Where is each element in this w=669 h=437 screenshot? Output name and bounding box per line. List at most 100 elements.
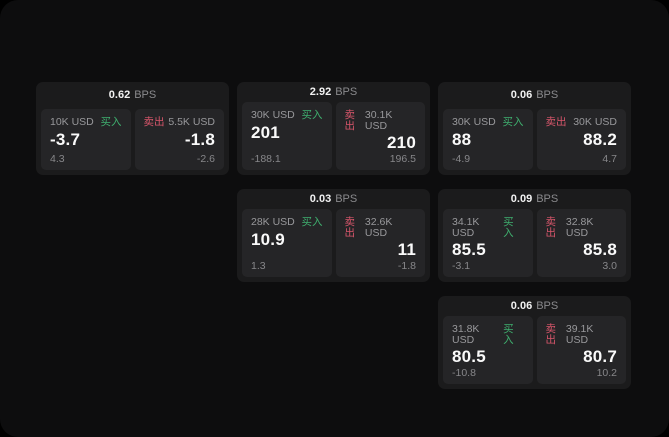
buy-amount: 10K USD <box>50 116 94 128</box>
buy-tag: 买入 <box>503 216 514 239</box>
bps-unit-label: BPS <box>536 89 559 101</box>
sell-panel-top: 卖出 5.5K USD <box>144 117 216 128</box>
buy-amount: 30K USD <box>251 109 295 122</box>
sell-price: 88.2 <box>583 129 617 149</box>
card-body: 30K USD 买入 88 -4.9 卖出 30K USD 88.2 4.7 <box>438 106 631 175</box>
buy-price: 201 <box>251 122 280 142</box>
sell-panel-top: 卖出 30K USD <box>546 117 618 128</box>
sell-quote-panel[interactable]: 卖出 39.1K USD 80.7 10.2 <box>536 316 626 384</box>
sell-panel-top: 卖出 32.8K USD <box>546 217 618 238</box>
sell-price: -1.8 <box>184 129 215 149</box>
bps-value: 0.06 <box>510 89 533 101</box>
sell-delta: -1.8 <box>397 259 416 272</box>
buy-price: 80.5 <box>452 347 486 367</box>
quote-card: 0.06 BPS 30K USD 买入 88 -4.9 卖出 30K USD 8… <box>438 82 631 175</box>
card-header: 0.06 BPS <box>438 296 631 313</box>
bps-unit-label: BPS <box>536 192 559 205</box>
card-body: 28K USD 买入 10.9 1.3 卖出 32.6K USD 11 -1.8 <box>237 206 430 282</box>
sell-delta: 3.0 <box>602 259 617 272</box>
bps-value: 0.06 <box>510 299 533 312</box>
card-header: 0.62 BPS <box>36 82 229 106</box>
card-body: 31.8K USD 买入 80.5 -10.8 卖出 39.1K USD 80.… <box>438 313 631 389</box>
quote-card: 0.09 BPS 34.1K USD 买入 85.5 -3.1 卖出 32.8K… <box>438 189 631 282</box>
sell-tag: 卖出 <box>545 116 567 128</box>
buy-quote-panel[interactable]: 30K USD 买入 201 -188.1 <box>242 102 332 170</box>
buy-delta: -4.9 <box>452 152 471 165</box>
buy-delta: 1.3 <box>251 259 266 272</box>
sell-delta: 196.5 <box>389 152 416 165</box>
bps-unit-label: BPS <box>335 192 358 205</box>
buy-quote-panel[interactable]: 34.1K USD 买入 85.5 -3.1 <box>443 209 533 277</box>
buy-panel-top: 30K USD 买入 <box>452 117 524 128</box>
sell-quote-panel[interactable]: 卖出 5.5K USD -1.8 -2.6 <box>134 109 224 170</box>
sell-quote-panel[interactable]: 卖出 30K USD 88.2 4.7 <box>536 109 626 170</box>
card-header: 2.92 BPS <box>237 82 430 99</box>
buy-tag: 买入 <box>301 109 323 122</box>
bps-unit-label: BPS <box>536 299 559 312</box>
bps-value: 2.92 <box>309 85 332 98</box>
buy-delta: -188.1 <box>251 152 281 165</box>
sell-delta: 10.2 <box>596 366 617 379</box>
bps-unit-label: BPS <box>134 89 157 101</box>
buy-delta: 4.3 <box>50 152 65 165</box>
sell-tag: 卖出 <box>545 216 557 239</box>
buy-price: 85.5 <box>452 240 486 260</box>
quote-card: 0.06 BPS 31.8K USD 买入 80.5 -10.8 卖出 39.1… <box>438 296 631 389</box>
card-body: 30K USD 买入 201 -188.1 卖出 30.1K USD 210 1… <box>237 99 430 175</box>
sell-panel-top: 卖出 30.1K USD <box>345 110 417 131</box>
bps-value: 0.09 <box>510 192 533 205</box>
buy-tag: 买入 <box>502 116 524 128</box>
buy-delta: -10.8 <box>452 366 476 379</box>
buy-quote-panel[interactable]: 10K USD 买入 -3.7 4.3 <box>41 109 131 170</box>
bps-value: 0.03 <box>309 192 332 205</box>
sell-tag: 卖出 <box>344 216 356 239</box>
buy-amount: 28K USD <box>251 216 295 229</box>
buy-tag: 买入 <box>503 323 514 346</box>
sell-price: 85.8 <box>583 240 617 260</box>
sell-price: 80.7 <box>583 347 617 367</box>
card-body: 10K USD 买入 -3.7 4.3 卖出 5.5K USD -1.8 -2.… <box>36 106 229 175</box>
quote-cards-grid: 0.62 BPS 10K USD 买入 -3.7 4.3 卖出 5.5K USD… <box>36 82 631 389</box>
sell-amount: 32.8K USD <box>565 216 594 239</box>
quote-card: 2.92 BPS 30K USD 买入 201 -188.1 卖出 30.1K … <box>237 82 430 175</box>
buy-tag: 买入 <box>100 116 122 128</box>
sell-panel-top: 卖出 32.6K USD <box>345 217 417 238</box>
sell-amount: 39.1K USD <box>565 323 594 346</box>
card-header: 0.03 BPS <box>237 189 430 206</box>
buy-panel-top: 28K USD 买入 <box>251 217 323 228</box>
buy-amount: 31.8K USD <box>452 323 480 346</box>
sell-amount: 30K USD <box>573 116 617 128</box>
quote-card: 0.62 BPS 10K USD 买入 -3.7 4.3 卖出 5.5K USD… <box>36 82 229 175</box>
sell-tag: 卖出 <box>344 109 356 132</box>
bps-unit-label: BPS <box>335 85 358 98</box>
buy-quote-panel[interactable]: 28K USD 买入 10.9 1.3 <box>242 209 332 277</box>
buy-quote-panel[interactable]: 30K USD 买入 88 -4.9 <box>443 109 533 170</box>
buy-amount: 34.1K USD <box>452 216 480 239</box>
buy-panel-top: 31.8K USD 买入 <box>452 324 524 345</box>
buy-delta: -3.1 <box>452 259 471 272</box>
sell-quote-panel[interactable]: 卖出 32.6K USD 11 -1.8 <box>335 209 425 277</box>
sell-tag: 卖出 <box>545 323 557 346</box>
quote-card: 0.03 BPS 28K USD 买入 10.9 1.3 卖出 32.6K US… <box>237 189 430 282</box>
sell-quote-panel[interactable]: 卖出 30.1K USD 210 196.5 <box>335 102 425 170</box>
sell-amount: 32.6K USD <box>364 216 393 239</box>
card-header: 0.09 BPS <box>438 189 631 206</box>
buy-quote-panel[interactable]: 31.8K USD 买入 80.5 -10.8 <box>443 316 533 384</box>
buy-amount: 30K USD <box>452 116 496 128</box>
sell-quote-panel[interactable]: 卖出 32.8K USD 85.8 3.0 <box>536 209 626 277</box>
sell-amount: 30.1K USD <box>364 109 393 132</box>
card-header: 0.06 BPS <box>438 82 631 106</box>
sell-price: 11 <box>397 240 416 260</box>
buy-panel-top: 30K USD 买入 <box>251 110 323 121</box>
sell-delta: -2.6 <box>196 152 215 165</box>
sell-tag: 卖出 <box>143 116 165 128</box>
buy-price: -3.7 <box>50 129 81 149</box>
buy-panel-top: 34.1K USD 买入 <box>452 217 524 238</box>
sell-panel-top: 卖出 39.1K USD <box>546 324 618 345</box>
sell-delta: 4.7 <box>602 152 617 165</box>
bps-value: 0.62 <box>108 89 131 101</box>
sell-amount: 5.5K USD <box>168 116 215 128</box>
buy-tag: 买入 <box>301 216 323 229</box>
buy-panel-top: 10K USD 买入 <box>50 117 122 128</box>
